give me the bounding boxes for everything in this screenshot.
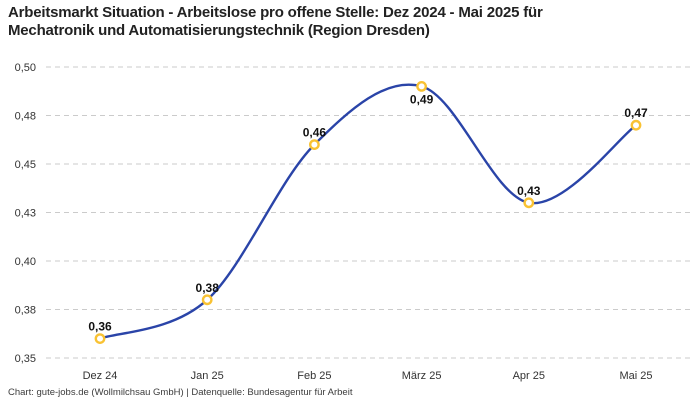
y-axis-tick-label: 0,40	[15, 256, 36, 268]
y-axis-tick-label: 0,50	[15, 62, 36, 74]
x-axis-tick-label: Apr 25	[513, 370, 545, 382]
y-axis-tick-label: 0,45	[15, 159, 36, 171]
data-point-marker	[523, 197, 535, 209]
data-point-label: 0,36	[88, 320, 112, 334]
x-axis-tick-label: Jan 25	[191, 370, 224, 382]
y-axis-tick-label: 0,38	[15, 305, 36, 317]
y-axis-tick-label: 0,43	[15, 208, 36, 220]
data-point-label: 0,46	[303, 126, 327, 140]
data-point-label: 0,38	[196, 281, 220, 295]
x-axis-tick-label: Feb 25	[297, 370, 331, 382]
chart-title-line2: Mechatronik und Automatisierungstechnik …	[8, 21, 430, 39]
data-point-label: 0,43	[517, 184, 541, 198]
data-point-label: 0,49	[410, 92, 434, 106]
data-point-marker	[308, 139, 320, 151]
chart-title: Arbeitsmarkt Situation - Arbeitslose pro…	[8, 4, 543, 39]
y-axis-tick-label: 0,48	[15, 111, 36, 123]
data-point-label: 0,47	[624, 106, 648, 120]
data-point-marker	[201, 294, 213, 306]
y-axis-tick-label: 0,35	[15, 353, 36, 365]
chart-title-line1: Arbeitsmarkt Situation - Arbeitslose pro…	[8, 4, 543, 21]
trend-line	[98, 83, 638, 340]
x-axis-tick-label: Dez 24	[83, 370, 118, 382]
chart-footer: Chart: gute-jobs.de (Wollmilchsau GmbH) …	[8, 387, 353, 398]
data-point-marker	[630, 119, 642, 131]
x-axis-tick-label: März 25	[402, 370, 442, 382]
data-point-marker	[416, 81, 427, 92]
x-axis-tick-label: Mai 25	[619, 370, 652, 382]
data-point-marker	[94, 333, 106, 344]
